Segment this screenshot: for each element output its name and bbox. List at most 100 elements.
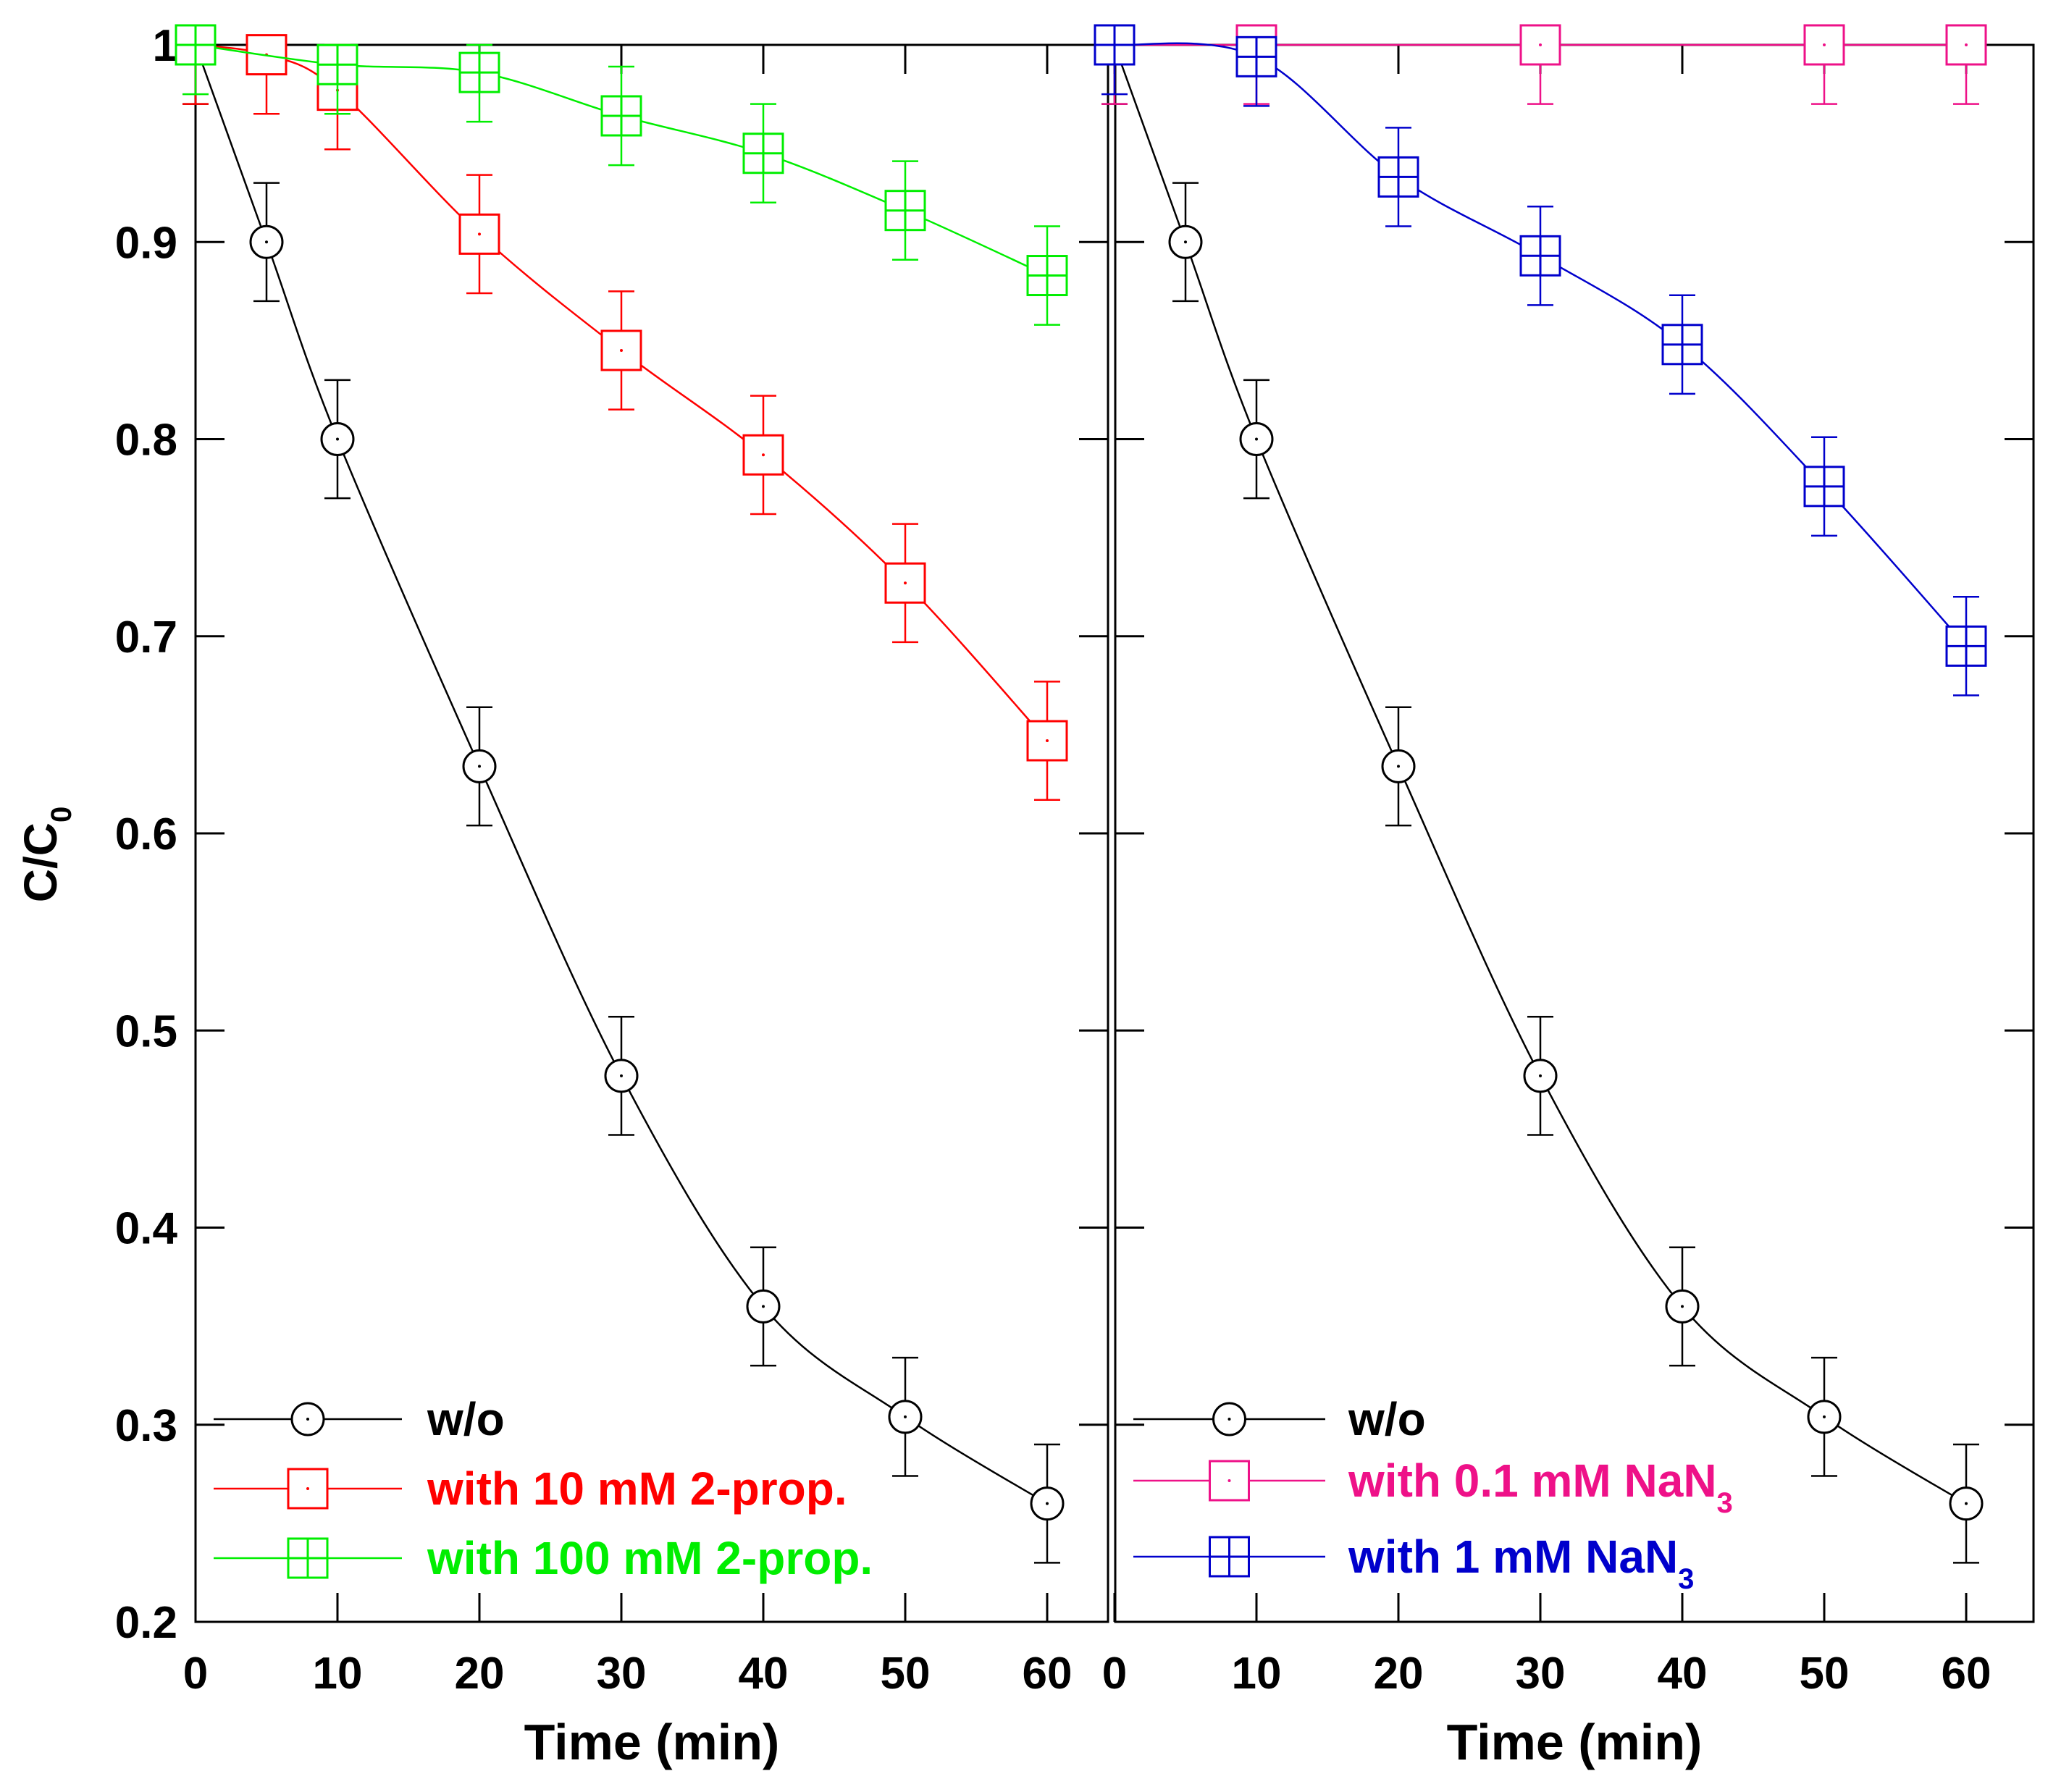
marker-center-dot [336, 63, 339, 67]
y-tick-label: 0.4 [115, 1204, 178, 1254]
marker-center-dot [1823, 1415, 1826, 1418]
marker-center-dot [1539, 254, 1542, 258]
legend-label: w/o [1348, 1393, 1426, 1445]
y-tick-label: 0.6 [115, 809, 177, 859]
x-tick-label: 60 [1942, 1649, 1992, 1699]
marker-center-dot [904, 209, 907, 212]
marker-center-dot [336, 437, 339, 441]
legend-label-main: with 1 mM NaN [1348, 1531, 1678, 1583]
marker-center-dot [306, 1418, 309, 1421]
marker-center-dot [1681, 1305, 1684, 1308]
x-tick-label: 20 [455, 1649, 505, 1699]
marker-center-dot [1046, 739, 1049, 743]
marker-center-dot [1227, 1555, 1231, 1558]
series-1 [1094, 24, 1987, 105]
x-axis-label: Time (min) [1447, 1714, 1703, 1770]
marker-center-dot [1255, 55, 1258, 59]
x-tick-label: 60 [1023, 1649, 1073, 1699]
legend-label: with 0.1 mM NaN3 [1348, 1455, 1733, 1519]
marker-center-dot [306, 1487, 309, 1490]
x-tick-label: 40 [739, 1649, 789, 1699]
x-tick-label: 20 [1374, 1649, 1424, 1699]
x-axis-label: Time (min) [524, 1714, 780, 1770]
marker-center-dot [306, 1557, 309, 1560]
legend-label-sub: 3 [1678, 1563, 1694, 1595]
marker-center-dot [904, 581, 907, 585]
marker-center-dot [904, 1415, 907, 1418]
legend-entry: w/o [214, 1393, 505, 1445]
panels: 0.20.30.40.50.60.70.80.910 10 20 30 40 50 60Ti… [115, 21, 2035, 1770]
series-1 [175, 24, 1068, 801]
marker-center-dot [478, 232, 481, 236]
plot-frame [194, 43, 1109, 1623]
legend-entry: with 10 mM 2-prop. [214, 1463, 847, 1515]
marker-center-dot [762, 453, 765, 457]
y-tick-label: 0.3 [115, 1401, 177, 1451]
marker-center-dot [620, 348, 623, 352]
marker-center-dot [1184, 240, 1187, 244]
legend-label: with 100 mM 2-prop. [427, 1532, 873, 1584]
y-tick-label: 0.5 [115, 1006, 177, 1056]
legend-label: w/o [427, 1393, 505, 1445]
legend-entry: with 1 mM NaN3 [1133, 1531, 1694, 1595]
marker-center-dot [620, 1074, 623, 1077]
y-tick-label: 0.2 [115, 1598, 177, 1648]
y-axis-label: C/C0 [14, 807, 77, 902]
y-tick-label: 0.8 [115, 416, 177, 466]
x-tick-label: 50 [881, 1649, 931, 1699]
marker-center-dot [1397, 765, 1400, 768]
marker-center-dot [194, 43, 197, 46]
marker-center-dot [1823, 484, 1826, 488]
marker-center-dot [1823, 43, 1826, 46]
y-axis-label-main: C/C [14, 823, 67, 902]
marker-center-dot [478, 765, 481, 768]
marker-center-dot [620, 114, 623, 118]
series-line [1113, 44, 1967, 1505]
marker-center-dot [1681, 342, 1684, 346]
y-axis-label-sub: 0 [46, 807, 77, 823]
marker-center-dot [1255, 437, 1258, 441]
marker-center-dot [1965, 644, 1968, 648]
marker-center-dot [1227, 1479, 1231, 1482]
marker-center-dot [1965, 43, 1968, 46]
plot-frame [1114, 43, 2035, 1623]
series-line [1114, 42, 1967, 647]
x-tick-label: 40 [1658, 1649, 1708, 1699]
marker-center-dot [1046, 1502, 1049, 1505]
x-tick-label: 0 [183, 1649, 208, 1699]
panel-left: 0.20.30.40.50.60.70.80.910 10 20 30 40 50 60Ti… [115, 21, 1109, 1770]
x-tick-label: 10 [1232, 1649, 1282, 1699]
legend-label-main: with 0.1 mM NaN [1348, 1455, 1717, 1507]
x-tick-label: 10 [313, 1649, 363, 1699]
legend-entry: with 100 mM 2-prop. [214, 1532, 873, 1584]
marker-center-dot [478, 71, 481, 75]
marker-square [1026, 720, 1068, 762]
marker-center-dot [1113, 43, 1116, 46]
marker-center-dot [265, 240, 268, 244]
series-2 [175, 24, 1068, 326]
legend-entry: w/o [1133, 1393, 1426, 1445]
marker-center-dot [1539, 43, 1542, 46]
series-0 [178, 28, 1065, 1564]
marker-square [1519, 24, 1561, 66]
marker-center-dot [1397, 175, 1400, 179]
marker-center-dot [1539, 1074, 1542, 1077]
series-line [194, 44, 1048, 1505]
marker-center-dot [1227, 1418, 1231, 1421]
y-tick-label: 0.9 [115, 218, 177, 268]
legend-entry: with 0.1 mM NaN3 [1133, 1455, 1733, 1519]
legend-label: with 1 mM NaN3 [1348, 1531, 1694, 1595]
x-tick-label: 30 [1516, 1649, 1566, 1699]
x-tick-label: 30 [597, 1649, 647, 1699]
marker-center-dot [762, 151, 765, 155]
legend-label: with 10 mM 2-prop. [427, 1463, 847, 1515]
legend-label-sub: 3 [1717, 1487, 1733, 1519]
x-tick-label: 50 [1800, 1649, 1850, 1699]
legend: w/o with 10 mM 2-prop. with 100 mM 2-prop. [214, 1393, 873, 1584]
series-2 [1094, 24, 1987, 697]
marker-center-dot [762, 1305, 765, 1308]
panel-right: 0 10 20 30 40 50 60 Time (min) w/o with 0.1 mM Na… [1094, 24, 2035, 1770]
y-tick-label: 1 [153, 21, 177, 71]
